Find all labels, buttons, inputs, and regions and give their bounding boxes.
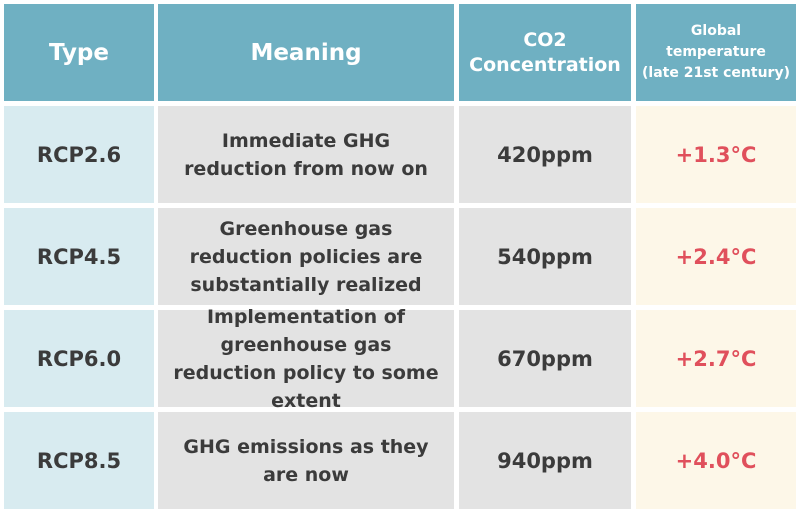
header-type: Type: [4, 4, 154, 101]
header-co2-line1: CO2: [523, 28, 567, 51]
row-3-temperature: +2.7°C: [636, 310, 796, 407]
row-4-meaning: GHG emissions as they are now: [158, 412, 454, 509]
header-temp-line2: temperature: [666, 44, 766, 60]
header-temperature: Global temperature (late 21st century): [636, 4, 796, 101]
header-meaning-label: Meaning: [250, 39, 362, 66]
header-co2-line2: Concentration: [469, 53, 621, 76]
row-4-type: RCP8.5: [4, 412, 154, 509]
row-2-temperature: +2.4°C: [636, 208, 796, 305]
row-2-meaning: Greenhouse gas reduction policies are su…: [158, 208, 454, 305]
row-1-co2: 420ppm: [459, 106, 631, 203]
row-1-meaning: Immediate GHG reduction from now on: [158, 106, 454, 203]
header-meaning: Meaning: [158, 4, 454, 101]
header-temp-line1: Global: [690, 23, 742, 39]
row-4-co2: 940ppm: [459, 412, 631, 509]
row-3-type: RCP6.0: [4, 310, 154, 407]
header-co2: CO2 Concentration: [459, 4, 631, 101]
header-type-label: Type: [48, 39, 109, 66]
row-2-type: RCP4.5: [4, 208, 154, 305]
row-4-temperature: +4.0°C: [636, 412, 796, 509]
row-3-co2: 670ppm: [459, 310, 631, 407]
header-temp-line3: (late 21st century): [642, 65, 790, 81]
row-1-temperature: +1.3°C: [636, 106, 796, 203]
row-3-meaning: Implementation of greenhouse gas reducti…: [158, 306, 454, 412]
row-1-type: RCP2.6: [4, 106, 154, 203]
row-2-co2: 540ppm: [459, 208, 631, 305]
